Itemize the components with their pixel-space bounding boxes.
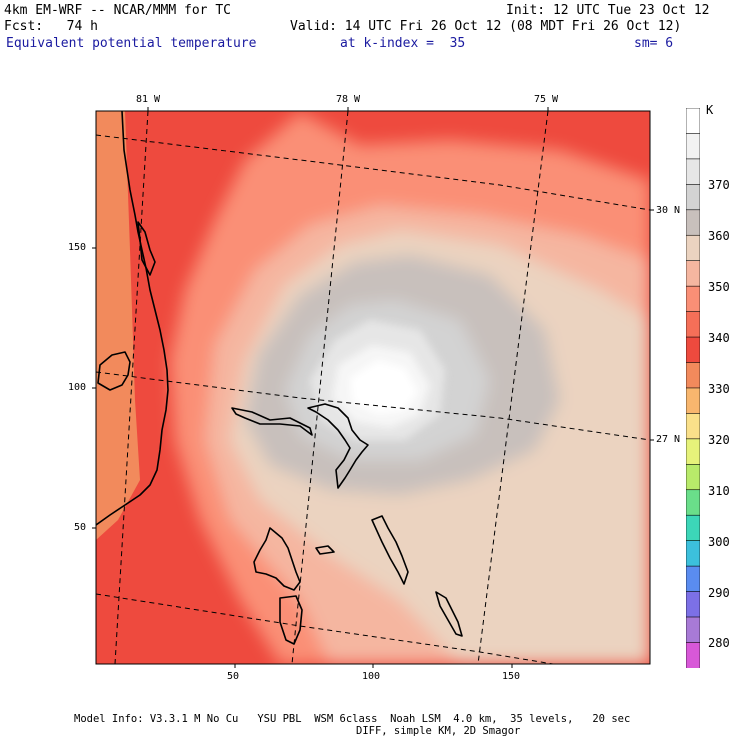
parallel-24n	[96, 593, 556, 664]
y-tick-150: 150	[68, 242, 87, 253]
colorbar-swatch	[686, 565, 700, 593]
colorbar-swatch	[686, 362, 700, 389]
colorbar-swatch	[686, 591, 700, 618]
graticule	[96, 111, 650, 664]
colorbar-label: 290	[708, 585, 730, 600]
colorbar-swatch	[686, 260, 700, 287]
model-info-line1: Model Info: V3.3.1 M No Cu YSU PBL WSM 6…	[74, 713, 631, 725]
x-tick-150: 150	[502, 671, 521, 682]
colorbar-unit: K	[706, 103, 714, 117]
field-name: Equivalent potential temperature	[6, 36, 257, 51]
lat-label-30n: 30 N	[656, 205, 681, 216]
colorbar-swatch	[686, 463, 700, 491]
grand-bahama-island	[231, 407, 313, 436]
colorbar-swatch	[686, 158, 700, 186]
colorbar-swatch	[686, 311, 700, 338]
colorbar-swatch	[686, 336, 700, 364]
colorbar-swatch	[686, 133, 700, 160]
colorbar-label: 350	[708, 280, 730, 295]
y-tick-100: 100	[68, 382, 87, 393]
colorbar-swatch	[686, 234, 700, 262]
init-time: Init: 12 UTC Tue 23 Oct 12	[506, 3, 710, 18]
colorbar-label: 360	[708, 229, 730, 244]
parallel-27n	[96, 371, 650, 441]
x-tick-50: 50	[227, 671, 240, 682]
axis-tick-marks	[92, 107, 654, 668]
cape-canaveral-coast	[137, 221, 156, 276]
colorbar-swatch	[686, 616, 700, 644]
model-info-line2: DIFF, simple KM, 2D Smagor	[356, 725, 521, 737]
new-providence-island	[315, 545, 335, 555]
florida-land-region	[96, 111, 140, 540]
colorbar-swatch	[686, 285, 700, 313]
colorbar-swatch	[686, 642, 700, 668]
smoothing-info: sm= 6	[634, 36, 674, 51]
colorbar-swatch	[686, 387, 700, 415]
lake-okeechobee	[97, 351, 131, 391]
colorbar-label: 320	[708, 432, 730, 447]
florida-coastline	[96, 111, 169, 526]
colorbar-label: 300	[708, 534, 730, 549]
colorbar-swatch	[686, 209, 700, 237]
y-tick-50: 50	[74, 522, 87, 533]
meridian-78w	[291, 111, 349, 664]
colorbar-swatch	[686, 184, 700, 211]
meridian-75w	[477, 111, 549, 664]
coastlines	[96, 111, 463, 645]
colorbar-swatch	[686, 413, 700, 440]
andros-south-island	[279, 595, 303, 645]
meridian-81w	[114, 111, 149, 664]
colorbar-label: 330	[708, 381, 730, 396]
lon-label-75w: 75 W	[534, 94, 559, 105]
lon-label-81w: 81 W	[136, 94, 161, 105]
theta-e-core	[350, 360, 418, 414]
colorbar-label: 310	[708, 483, 730, 498]
level-info: at k-index = 35	[340, 36, 466, 51]
x-tick-100: 100	[362, 671, 381, 682]
colorbar-label: 370	[708, 178, 730, 193]
colorbar-label: 280	[708, 636, 730, 651]
abaco-islands	[307, 403, 369, 489]
colorbar-swatch	[686, 489, 700, 517]
lat-label-27n: 27 N	[656, 434, 681, 445]
model-title: 4km EM-WRF -- NCAR/MMM for TC	[4, 3, 231, 18]
parallel-30n	[96, 134, 650, 211]
colorbar	[686, 108, 700, 668]
colorbar-swatch	[686, 438, 700, 466]
colorbar-swatch	[686, 514, 700, 542]
colorbar-swatch	[686, 540, 700, 567]
lon-label-78w: 78 W	[336, 94, 361, 105]
forecast-hour: Fcst: 74 h	[4, 19, 98, 34]
exuma-cays	[435, 591, 463, 637]
colorbar-swatch	[686, 108, 700, 135]
eleuthera-island	[371, 515, 409, 585]
andros-island	[253, 527, 301, 591]
valid-time: Valid: 14 UTC Fri 26 Oct 12 (08 MDT Fri …	[290, 19, 682, 34]
colorbar-label: 340	[708, 331, 730, 345]
